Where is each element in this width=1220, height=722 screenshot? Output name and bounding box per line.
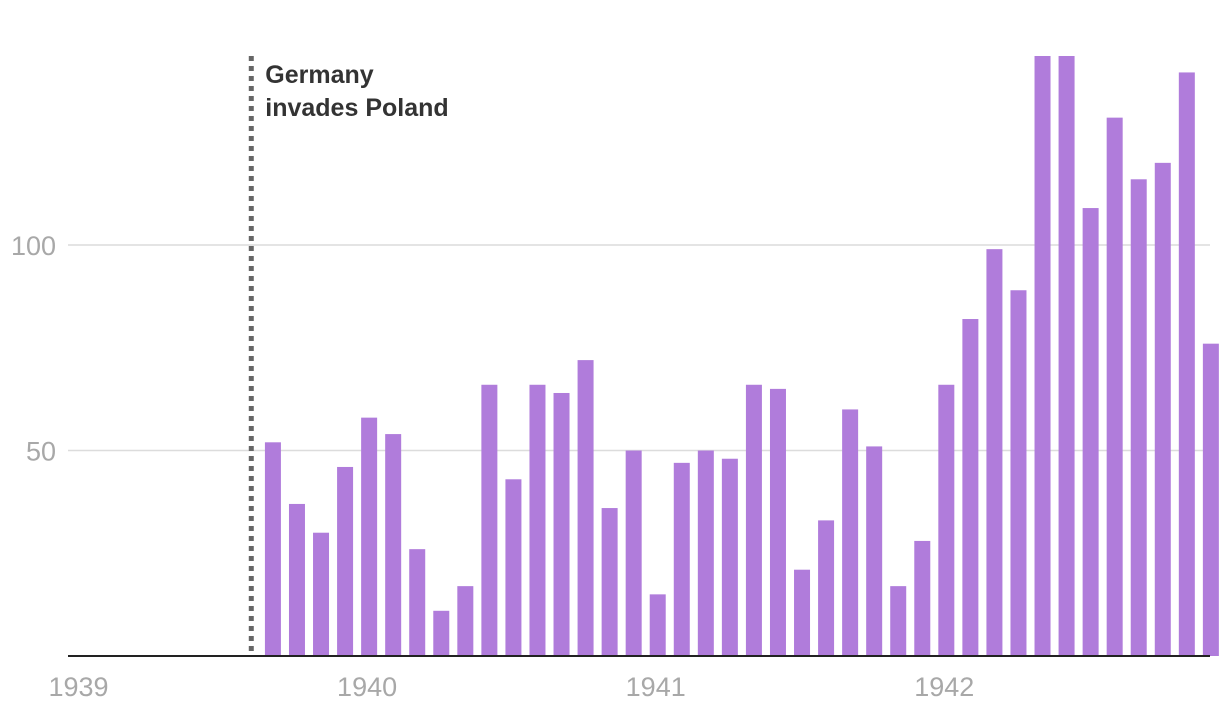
bar-1941-05 <box>745 384 762 656</box>
bar-1940-08 <box>529 384 546 656</box>
bar-1940-02 <box>385 434 402 656</box>
bar-1939-11 <box>313 532 330 656</box>
bar-1939-09 <box>264 442 281 656</box>
annotation-text: invades Poland <box>265 94 448 122</box>
bar-1940-10 <box>577 360 594 656</box>
bar-1941-03 <box>697 450 714 656</box>
bar-1942-09 <box>1130 179 1147 657</box>
bar-1940-11 <box>601 508 618 656</box>
x-tick-label: 1941 <box>626 672 686 702</box>
y-tick-label: 100 <box>11 231 56 261</box>
x-tick-label: 1940 <box>337 672 397 702</box>
bar-1940-05 <box>457 586 474 656</box>
bar-1939-10 <box>288 503 305 656</box>
bar-1939-12 <box>337 466 354 656</box>
bar-1942-05 <box>1034 56 1051 656</box>
bar-1941-09 <box>842 409 859 656</box>
bar-1940-04 <box>433 610 450 656</box>
bar-1942-03 <box>986 249 1003 656</box>
bar-1941-02 <box>673 462 690 656</box>
y-tick-label: 50 <box>26 437 56 467</box>
x-tick-label: 1942 <box>914 672 974 702</box>
bar-1940-09 <box>553 392 570 656</box>
annotation-layer: Germany invades Poland <box>248 56 449 656</box>
bar-1941-12 <box>914 540 931 656</box>
bar-1942-01 <box>938 384 955 656</box>
bar-1940-06 <box>481 384 498 656</box>
bar-1940-07 <box>505 479 522 656</box>
bar-1942-08 <box>1106 117 1123 656</box>
bar-1942-11 <box>1178 72 1195 656</box>
bar-1942-10 <box>1154 162 1171 657</box>
x-tick-label: 1939 <box>48 672 108 702</box>
bar-1941-06 <box>769 388 786 656</box>
bar-1941-04 <box>721 458 738 656</box>
bar-1941-10 <box>866 446 883 656</box>
bar-1941-01 <box>649 594 666 656</box>
bar-1942-12 <box>1202 343 1219 656</box>
bar-1940-01 <box>361 417 378 656</box>
bar-1940-12 <box>625 450 642 656</box>
bar-1940-03 <box>409 549 426 656</box>
bar-1942-07 <box>1082 208 1099 656</box>
bar-1941-07 <box>794 569 811 656</box>
axis-layer: 1939 1940 1941 1942 <box>48 655 1210 702</box>
bar-1941-08 <box>818 520 835 656</box>
bar-1942-02 <box>962 319 979 656</box>
annotation-text: Germany <box>265 61 373 89</box>
bar-1942-06 <box>1058 56 1075 656</box>
grid-layer: 50 100 <box>11 231 1210 467</box>
bars-layer <box>264 56 1219 657</box>
bar-1942-04 <box>1010 290 1027 656</box>
bar-1941-11 <box>890 586 907 656</box>
